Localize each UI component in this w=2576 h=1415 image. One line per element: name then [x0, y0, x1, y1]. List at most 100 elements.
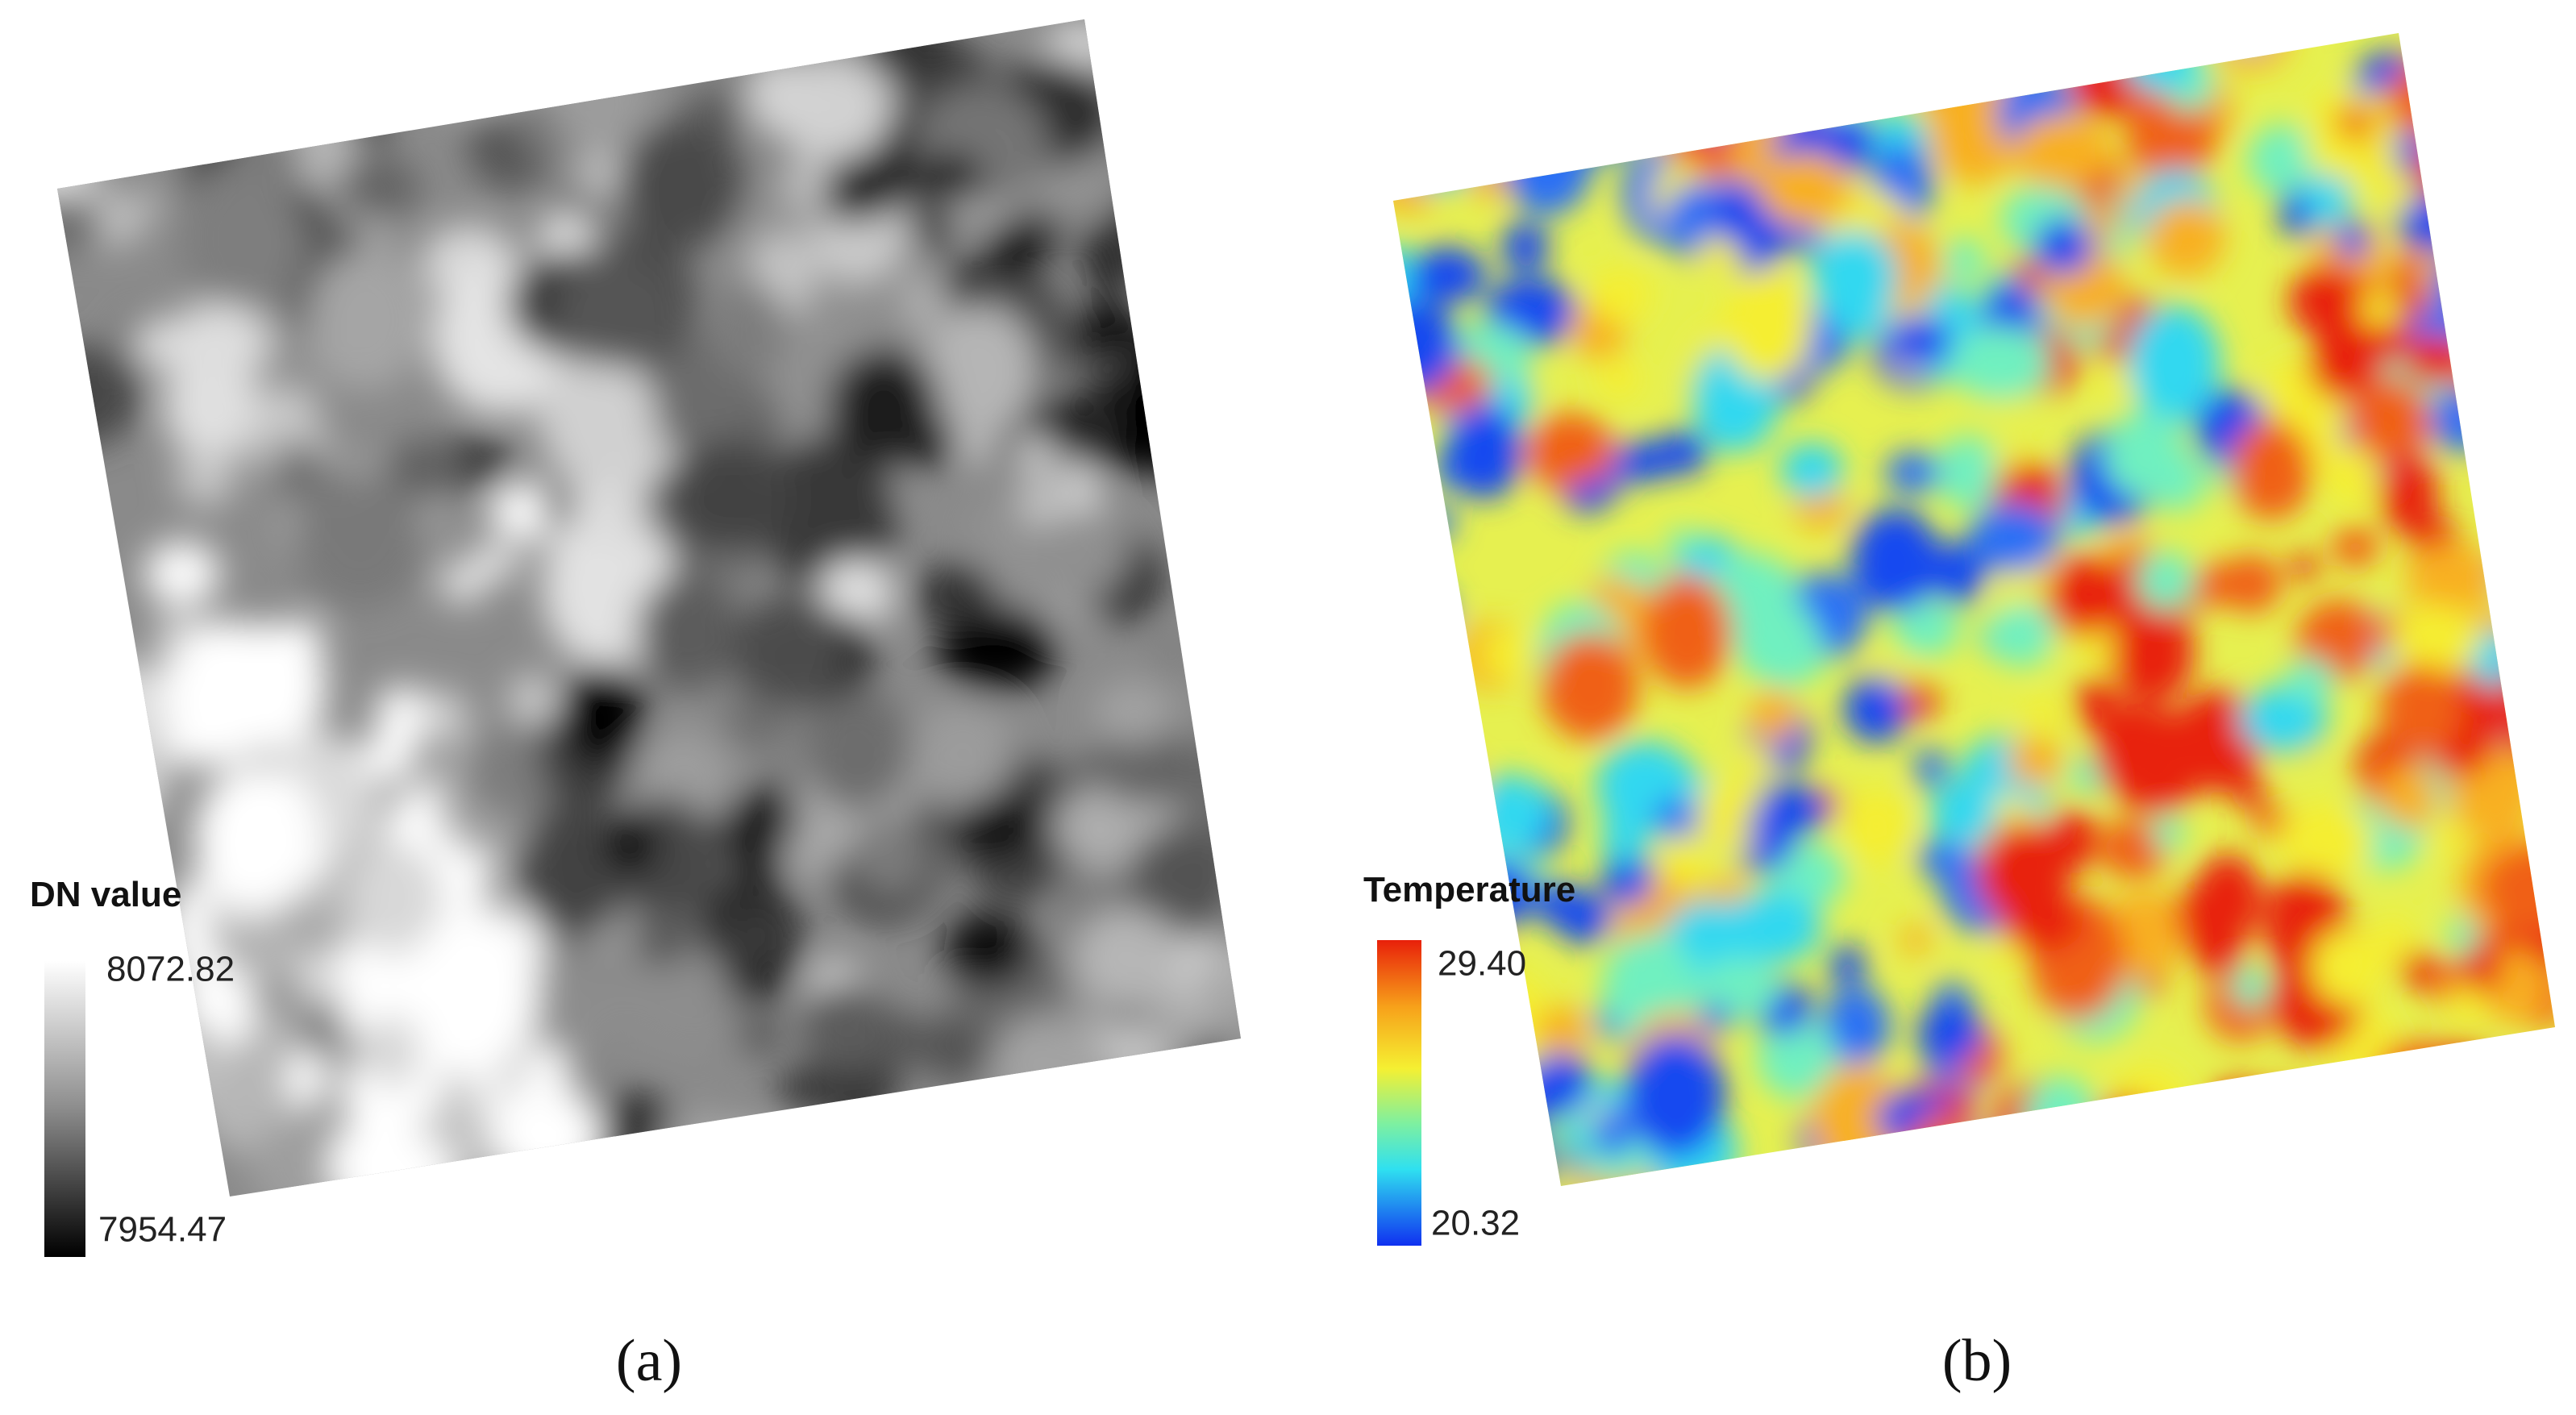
- texture: [1723, 269, 1812, 383]
- texture: [604, 815, 658, 876]
- texture: [489, 1087, 602, 1187]
- texture: [194, 764, 322, 912]
- texture: [163, 303, 272, 382]
- texture: [2472, 346, 2555, 426]
- texture: [2247, 124, 2320, 196]
- texture: [917, 152, 982, 201]
- texture: [1929, 780, 1998, 846]
- texture: [1177, 1040, 1241, 1088]
- texture: [1441, 33, 1483, 59]
- texture: [828, 348, 941, 468]
- texture: [2327, 446, 2379, 506]
- texture: [175, 448, 236, 507]
- texture: [1393, 577, 1454, 647]
- texture: [913, 564, 997, 626]
- texture: [2441, 33, 2526, 88]
- texture: [1843, 676, 1910, 743]
- texture: [551, 255, 680, 367]
- texture: [2136, 551, 2195, 611]
- texture: [2490, 396, 2529, 438]
- texture: [1393, 520, 1425, 610]
- texture: [1192, 268, 1241, 349]
- texture: [1892, 600, 1961, 657]
- texture: [636, 572, 740, 692]
- texture: [1653, 797, 1700, 839]
- texture: [2404, 543, 2500, 613]
- texture: [1733, 99, 1785, 147]
- texture: [1950, 326, 2052, 401]
- texture: [1756, 1014, 1836, 1099]
- texture: [1779, 442, 1844, 498]
- texture: [85, 69, 169, 164]
- texture: [2347, 377, 2431, 465]
- texture: [57, 19, 88, 67]
- texture: [2510, 90, 2555, 149]
- texture: [1429, 997, 1517, 1059]
- texture: [2433, 94, 2498, 171]
- legend-colorbar: [44, 961, 85, 1257]
- texture: [1962, 1149, 2028, 1186]
- texture: [374, 686, 431, 747]
- texture: [2255, 1096, 2287, 1126]
- texture: [2222, 554, 2282, 614]
- texture: [2191, 920, 2246, 976]
- texture: [723, 909, 792, 963]
- texture: [2075, 676, 2117, 730]
- texture: [2482, 413, 2536, 452]
- texture: [1739, 744, 1774, 776]
- texture: [360, 735, 418, 781]
- texture: [2479, 844, 2555, 936]
- texture: [2230, 419, 2312, 520]
- texture: [2506, 325, 2555, 385]
- texture: [57, 75, 113, 200]
- legend-colorbar: [1377, 940, 1421, 1246]
- texture: [632, 921, 690, 966]
- texture: [1850, 508, 1941, 613]
- texture: [108, 736, 174, 792]
- texture: [1470, 773, 1552, 851]
- texture: [541, 356, 657, 490]
- texture: [1083, 373, 1125, 426]
- texture: [2380, 175, 2417, 212]
- texture: [1743, 812, 1777, 837]
- texture: [800, 981, 888, 1073]
- caption: (a): [616, 1328, 682, 1394]
- texture: [419, 690, 468, 744]
- texture: [179, 164, 308, 314]
- texture: [2146, 198, 2225, 277]
- texture: [129, 1072, 173, 1119]
- texture: [2506, 99, 2555, 173]
- texture: [1899, 1140, 1948, 1186]
- texture: [202, 19, 245, 59]
- texture: [2336, 220, 2370, 259]
- dn-raster: [57, 19, 1241, 1197]
- texture: [1625, 1033, 1726, 1158]
- texture: [2332, 526, 2379, 568]
- texture: [2488, 440, 2541, 482]
- texture: [1803, 33, 1903, 119]
- texture: [1968, 501, 2060, 573]
- texture: [269, 443, 329, 502]
- texture: [1094, 727, 1200, 805]
- texture: [1125, 77, 1228, 186]
- texture: [1059, 1067, 1124, 1145]
- texture: [2297, 599, 2381, 675]
- texture: [1409, 246, 1487, 304]
- texture: [57, 730, 91, 795]
- texture: [1097, 29, 1225, 189]
- texture: [1149, 115, 1241, 212]
- texture: [1501, 98, 1594, 216]
- texture: [1983, 33, 2039, 74]
- texture: [1809, 229, 1898, 324]
- texture: [2431, 255, 2516, 316]
- texture: [468, 543, 520, 581]
- texture: [655, 1111, 747, 1197]
- texture: [2533, 216, 2555, 274]
- legend-title: Temperature: [1363, 870, 1575, 909]
- texture: [2128, 304, 2221, 424]
- texture: [2458, 954, 2503, 993]
- texture: [2153, 813, 2184, 852]
- texture: [1024, 510, 1130, 599]
- texture: [1725, 889, 1822, 964]
